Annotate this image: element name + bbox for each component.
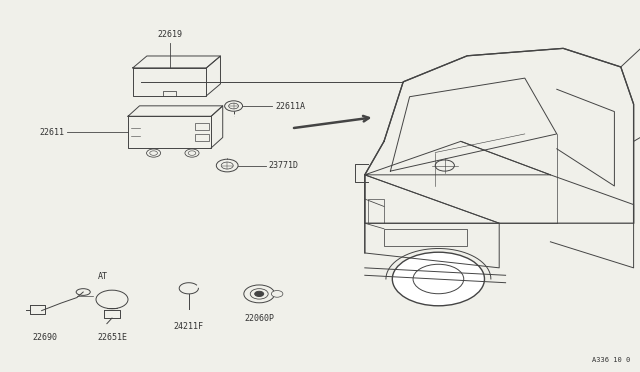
- Bar: [384, 229, 467, 246]
- Text: 22611A: 22611A: [275, 102, 305, 110]
- Circle shape: [188, 151, 196, 155]
- Text: 22619: 22619: [157, 30, 182, 39]
- Circle shape: [216, 159, 238, 172]
- Ellipse shape: [76, 289, 90, 295]
- Circle shape: [435, 160, 454, 171]
- Text: AT: AT: [97, 272, 108, 281]
- Circle shape: [228, 103, 239, 109]
- Text: 22690: 22690: [32, 333, 58, 342]
- Circle shape: [185, 149, 199, 157]
- Text: 22651E: 22651E: [97, 333, 127, 342]
- Text: 24211F: 24211F: [174, 322, 204, 331]
- Circle shape: [225, 101, 243, 111]
- Circle shape: [250, 289, 268, 299]
- Circle shape: [147, 149, 161, 157]
- Circle shape: [255, 291, 264, 296]
- Circle shape: [392, 252, 484, 306]
- Bar: [195, 134, 209, 141]
- Circle shape: [244, 285, 275, 303]
- Text: 22611: 22611: [39, 128, 64, 137]
- Text: 22060P: 22060P: [244, 314, 274, 323]
- Text: 23771D: 23771D: [269, 161, 299, 170]
- Circle shape: [413, 264, 464, 294]
- Bar: [195, 123, 209, 130]
- Circle shape: [221, 162, 233, 169]
- Bar: [368, 199, 384, 223]
- Circle shape: [271, 291, 283, 297]
- Circle shape: [150, 151, 157, 155]
- Text: A336 10 0: A336 10 0: [592, 357, 630, 363]
